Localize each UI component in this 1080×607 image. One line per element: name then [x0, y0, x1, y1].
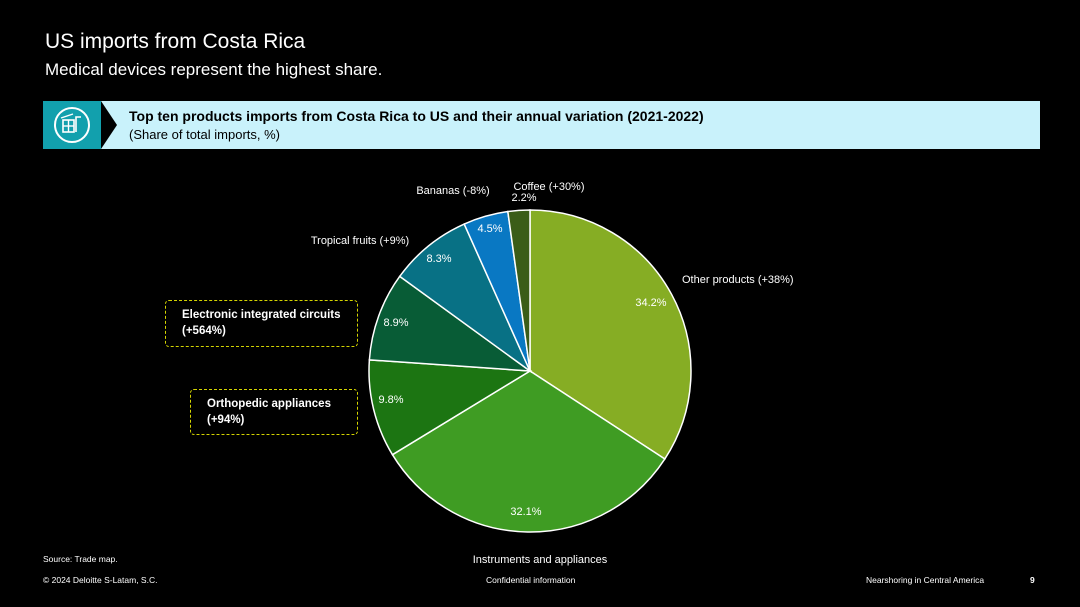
- page-title: US imports from Costa Rica: [45, 30, 306, 53]
- callout-electronic-variation: (+564%): [182, 325, 226, 337]
- page-number: 9: [1030, 575, 1035, 585]
- import-crate-icon: [54, 107, 90, 143]
- slice-value-label: 9.8%: [378, 394, 403, 406]
- banner-icon-box: [43, 101, 101, 149]
- slice-value-label: 2.2%: [511, 192, 536, 204]
- slice-value-label: 8.3%: [426, 253, 451, 265]
- callout-orthopedic-label: Orthopedic appliances: [207, 398, 331, 410]
- pie-slice: [391, 370, 666, 533]
- chart-header-banner: Top ten products imports from Costa Rica…: [43, 101, 1040, 149]
- page-subtitle: Medical devices represent the highest sh…: [45, 60, 383, 79]
- slice-value-label: 34.2%: [635, 297, 666, 309]
- callout-orthopedic: Orthopedic appliances (+94%): [190, 389, 358, 435]
- slice-value-label: 8.9%: [383, 317, 408, 329]
- slice-category-label: Coffee (+30%): [513, 181, 584, 193]
- callout-electronic-circuits: Electronic integrated circuits (+564%): [165, 300, 358, 347]
- pie-slice: [368, 359, 533, 456]
- confidential-label: Confidential information: [486, 575, 576, 585]
- pie-slice: [506, 209, 531, 372]
- slice-category-label: Other products (+38%): [682, 274, 794, 286]
- pie-slice: [368, 275, 533, 372]
- source-note: Source: Trade map.: [43, 554, 118, 564]
- slice-value-label: 4.5%: [477, 223, 502, 235]
- chart-subtitle: (Share of total imports, %): [129, 127, 280, 142]
- slice-category-label: Bananas (-8%): [416, 185, 489, 197]
- banner-arrow: [101, 101, 117, 149]
- copyright: © 2024 Deloitte S-Latam, S.C.: [43, 575, 158, 585]
- chart-title: Top ten products imports from Costa Rica…: [129, 108, 704, 124]
- slice-category-label: Tropical fruits (+9%): [311, 235, 409, 247]
- report-name: Nearshoring in Central America: [866, 575, 985, 585]
- slice-value-label: 32.1%: [510, 506, 541, 518]
- callout-electronic-label: Electronic integrated circuits: [182, 309, 341, 321]
- callout-orthopedic-variation: (+94%): [207, 414, 245, 426]
- slice-category-label: Instruments and appliances: [473, 554, 608, 566]
